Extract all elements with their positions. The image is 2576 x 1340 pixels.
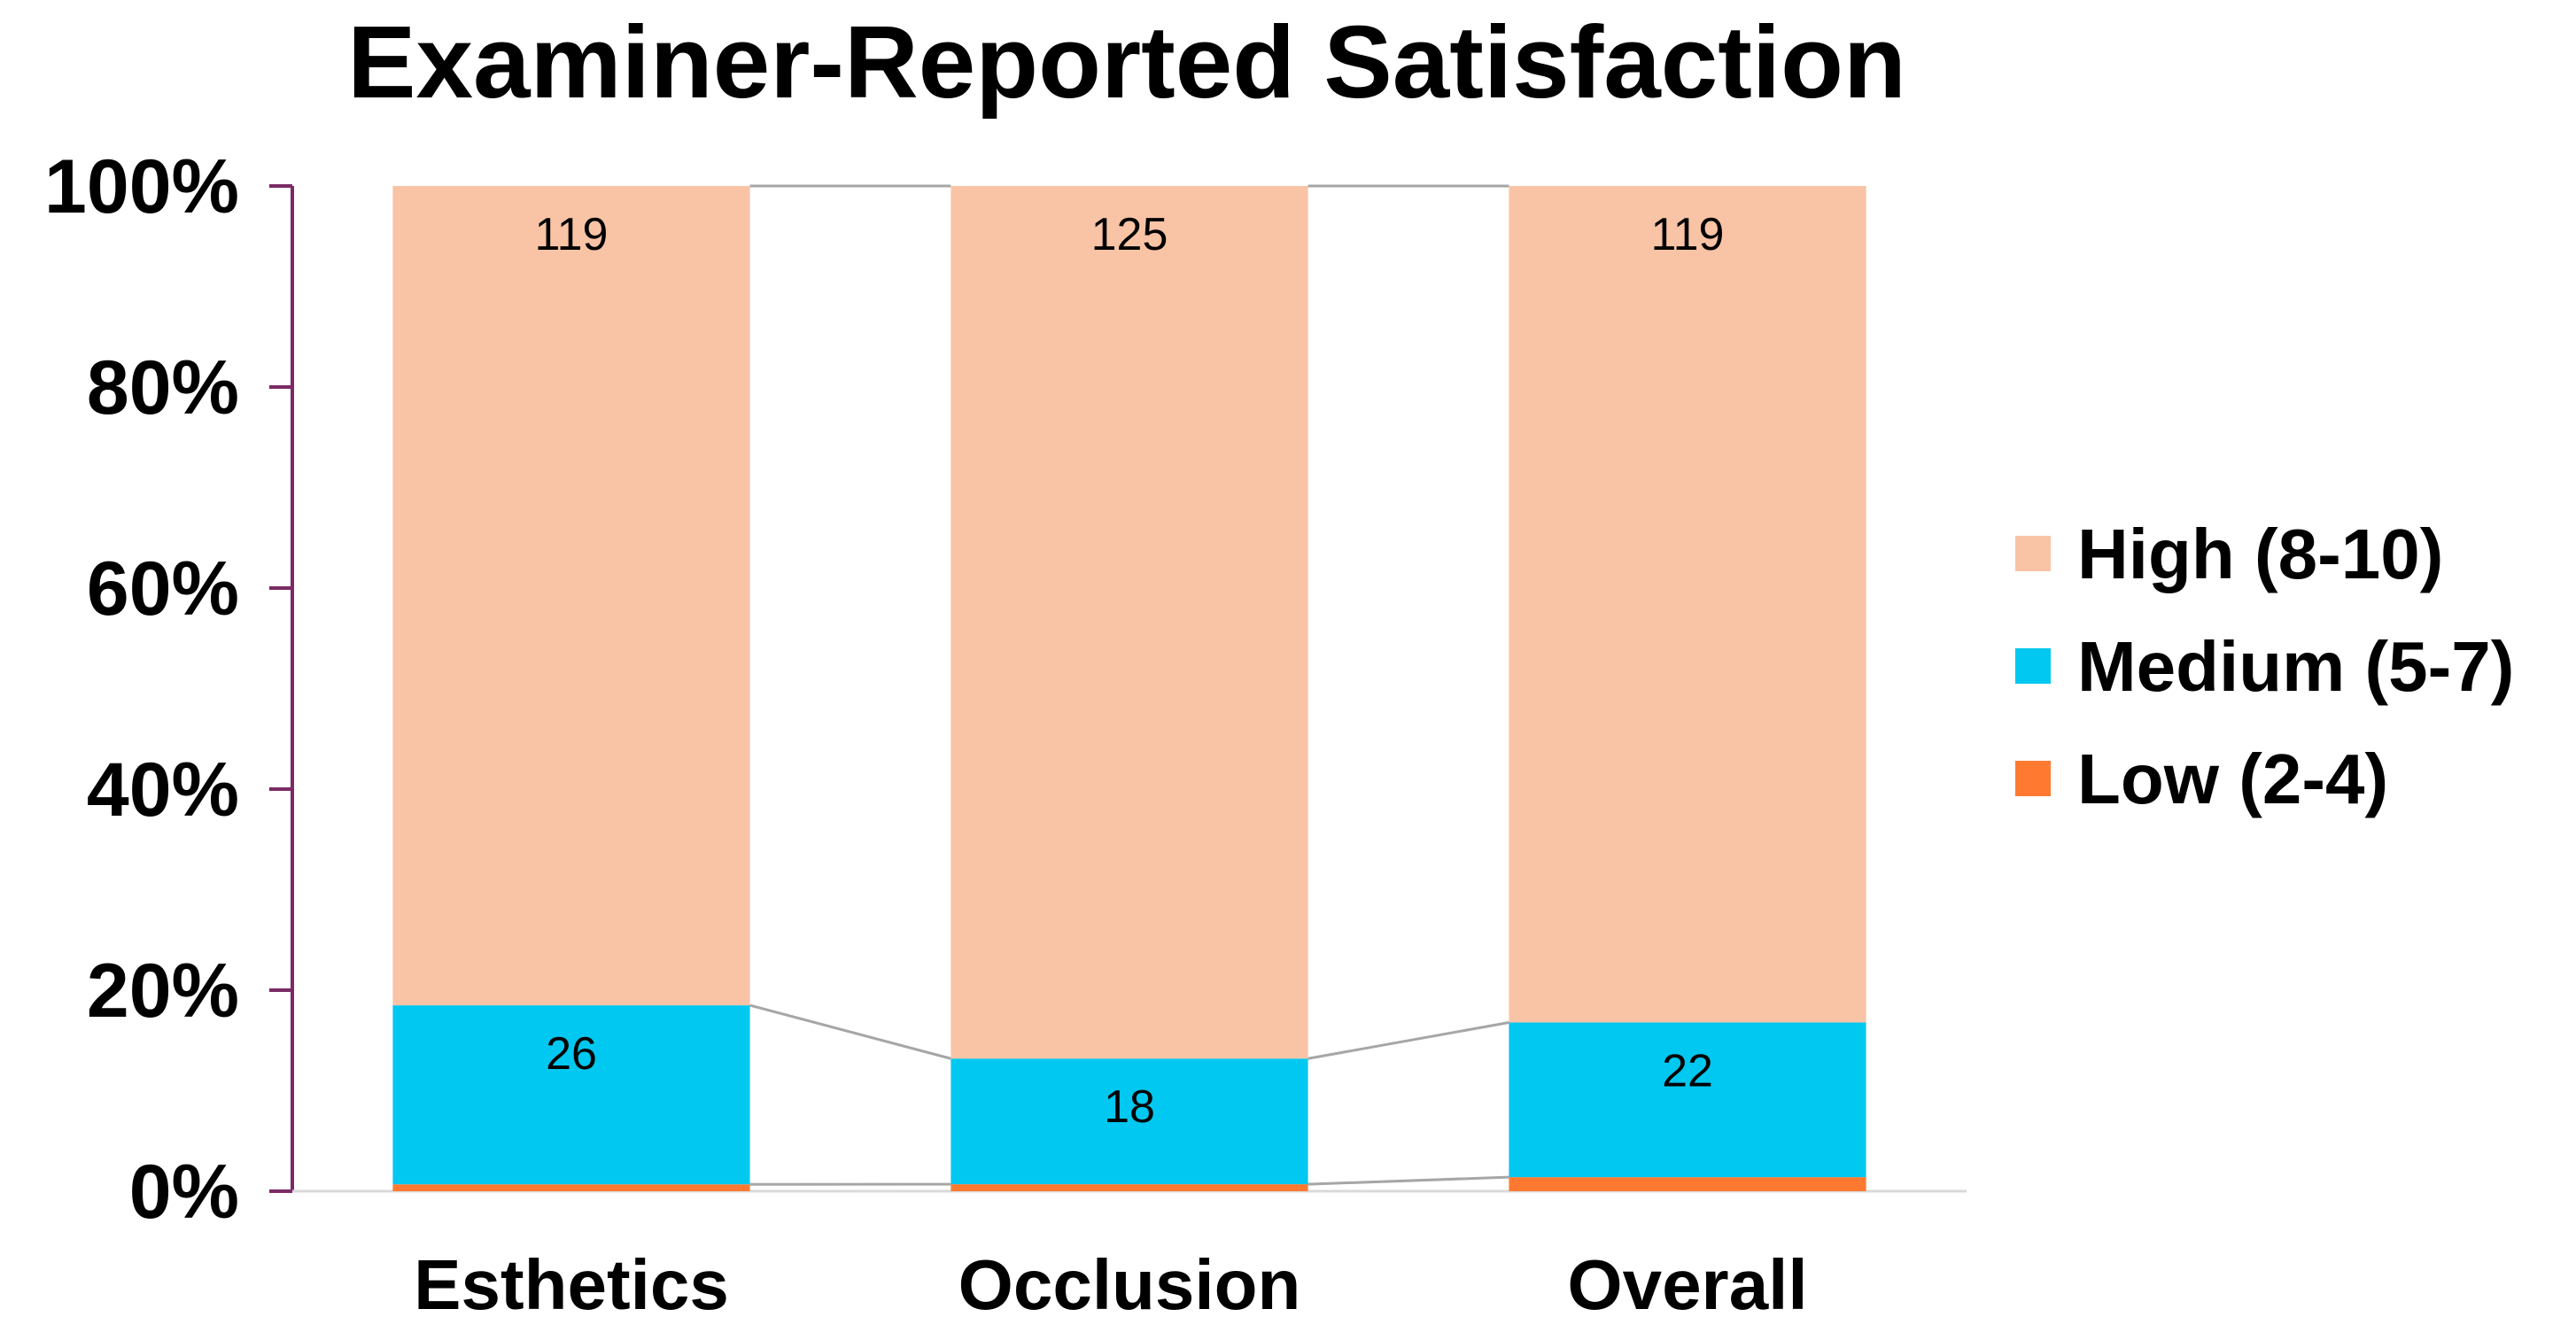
data-label: 119 [1651,209,1725,260]
y-tick-label: 100% [44,144,239,229]
series-line-medium-5-7 [749,1003,951,1060]
bar-overall-high-8-10 [1509,186,1866,1023]
y-tick-label: 40% [87,747,239,833]
bar-occlusion-high-8-10 [950,186,1308,1059]
series-line-low-2-4 [1307,1175,1509,1186]
bar-esthetics-low-2-4 [392,1184,750,1191]
x-tick-label: Overall [1567,1245,1807,1324]
y-tick-label: 20% [87,949,239,1034]
legend-label: Medium (5-7) [2077,627,2514,706]
legend-label: Low (2-4) [2077,740,2388,818]
legend: High (8-10) Medium (5-7) Low (2-4) [2015,515,2514,818]
data-label: 22 [1662,1046,1713,1097]
chart-title: Examiner-Reported Satisfaction [347,4,1906,120]
y-tick-label: 80% [87,345,239,430]
legend-label: High (8-10) [2077,515,2443,593]
legend-swatch [2015,648,2051,684]
y-tick-label: 0% [129,1150,239,1235]
data-label: 119 [535,209,609,260]
bar-occlusion-low-2-4 [950,1184,1308,1191]
bar-overall-low-2-4 [1509,1177,1866,1191]
bar-esthetics-high-8-10 [392,186,750,1006]
series-line-medium-5-7 [1307,1021,1509,1060]
legend-swatch [2015,761,2051,796]
x-tick-label: Occlusion [958,1245,1301,1324]
data-label: 26 [546,1028,597,1080]
legend-swatch [2015,536,2051,571]
y-tick-label: 60% [87,546,239,631]
data-label: 125 [1091,209,1168,260]
bar-occlusion-medium-5-7 [950,1058,1308,1185]
bar-overall-medium-5-7 [1509,1022,1866,1178]
bar-esthetics-medium-5-7 [392,1005,750,1185]
x-tick-label: Esthetics [414,1245,729,1324]
data-label: 18 [1104,1081,1155,1133]
plot-area: 0% 20% 40% 60% 80% 100% 26 119 18 125 22 119 Estheti… [44,144,1967,1324]
